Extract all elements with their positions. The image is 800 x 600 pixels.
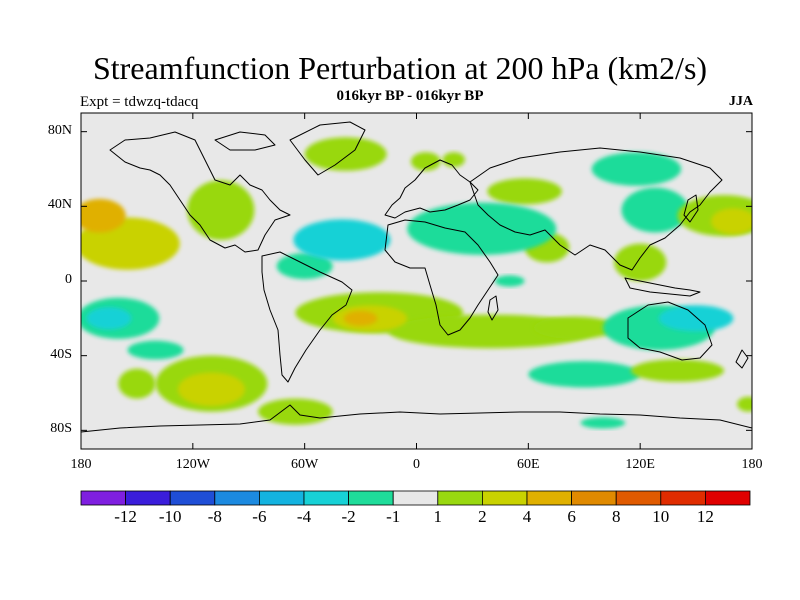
field-anomaly — [86, 307, 132, 330]
x-tick-label: 60E — [517, 457, 540, 472]
field-anomaly — [442, 152, 465, 168]
season-label: JJA — [728, 94, 753, 109]
field-anomaly — [258, 398, 333, 425]
x-tick-label: 120W — [175, 457, 210, 472]
field-anomaly — [494, 275, 525, 287]
coastlines — [81, 121, 752, 433]
field-anomaly — [293, 219, 391, 261]
colorbar-label: -8 — [207, 507, 222, 526]
colorbar-swatch — [571, 490, 617, 506]
experiment-label: Expt = tdwzq-tdacq — [80, 94, 199, 110]
colorbar-label: -4 — [296, 507, 312, 526]
chart-subtitle: 016kyr BP - 016kyr BP — [336, 88, 484, 104]
x-tick-label: 180 — [70, 457, 92, 472]
colorbar-swatch — [169, 490, 216, 506]
colorbar-label: 2 — [478, 507, 487, 526]
field-anomaly — [304, 137, 387, 171]
coast-australia — [627, 301, 713, 361]
field-anomaly — [177, 372, 246, 407]
colorbar-swatch — [214, 490, 260, 506]
field-anomaly — [407, 202, 557, 255]
x-tick-label: 60W — [291, 457, 319, 472]
axis-ticks — [80, 113, 753, 449]
field-anomaly — [737, 396, 752, 412]
colorbar-label: 10 — [652, 507, 670, 526]
field-anomaly — [528, 361, 641, 388]
y-tick-label: 40S — [50, 346, 72, 362]
coast-indonesia — [624, 277, 701, 297]
coast-japan — [683, 194, 699, 223]
field-anomaly — [276, 253, 333, 280]
field-anomaly — [711, 208, 752, 235]
field-anomaly — [487, 178, 562, 205]
streamfunction-field — [81, 137, 752, 429]
coast-south-america — [261, 251, 353, 383]
field-anomaly — [621, 187, 689, 233]
colorbar-swatch — [392, 490, 439, 506]
field-anomaly — [410, 152, 441, 171]
y-tick-label: 80S — [50, 421, 72, 437]
x-tick-label: 120E — [625, 457, 655, 472]
field-anomaly — [127, 340, 184, 360]
colorbar-swatch — [348, 490, 394, 506]
colorbar — [80, 490, 751, 506]
colorbar-swatch — [526, 490, 572, 506]
coast-asia — [469, 147, 723, 271]
coast-madagascar — [487, 295, 499, 321]
colorbar-swatch — [481, 490, 528, 506]
colorbar-swatch — [303, 490, 349, 506]
colorbar-swatch — [125, 490, 171, 506]
coast-antarctica — [81, 404, 752, 433]
field-anomaly — [614, 243, 667, 281]
field-anomaly — [343, 310, 378, 326]
colorbar-label: -12 — [114, 507, 137, 526]
field-anomaly — [187, 180, 255, 240]
field-anomaly — [591, 152, 682, 186]
colorbar-label: 1 — [433, 507, 443, 526]
field-anomaly — [81, 198, 126, 233]
field-anomaly — [658, 305, 734, 332]
colorbar-swatch — [615, 490, 662, 506]
colorbar-swatch — [437, 490, 483, 506]
colorbar-label: -2 — [341, 507, 356, 526]
field-anomaly — [580, 417, 626, 429]
colorbar-label: -10 — [158, 507, 182, 526]
y-tick-label: 40N — [47, 197, 72, 213]
colorbar-swatch — [80, 490, 126, 506]
coast-africa — [384, 219, 499, 336]
colorbar-swatch — [705, 490, 751, 506]
colorbar-label: -6 — [252, 507, 267, 526]
colorbar-label: 8 — [611, 507, 621, 526]
colorbar-label: 4 — [522, 507, 532, 526]
field-anomaly — [118, 368, 156, 399]
coast-greenland — [289, 121, 366, 176]
field-anomaly — [630, 359, 725, 382]
chart-title: Streamfunction Perturbation at 200 hPa (… — [92, 50, 708, 86]
x-tick-label: 180 — [741, 457, 763, 472]
colorbar-label: 6 — [567, 507, 576, 526]
colorbar-swatch — [258, 490, 305, 506]
y-tick-label: 0 — [65, 272, 72, 287]
coast-arctic-islands — [214, 131, 276, 151]
x-tick-label: 0 — [413, 457, 420, 472]
colorbar-label: -1 — [386, 507, 401, 526]
coast-north-america — [109, 131, 291, 253]
y-tick-label: 80N — [47, 122, 72, 138]
colorbar-label: 12 — [696, 507, 714, 526]
colorbar-swatch — [660, 490, 706, 506]
field-anomaly — [533, 316, 616, 339]
